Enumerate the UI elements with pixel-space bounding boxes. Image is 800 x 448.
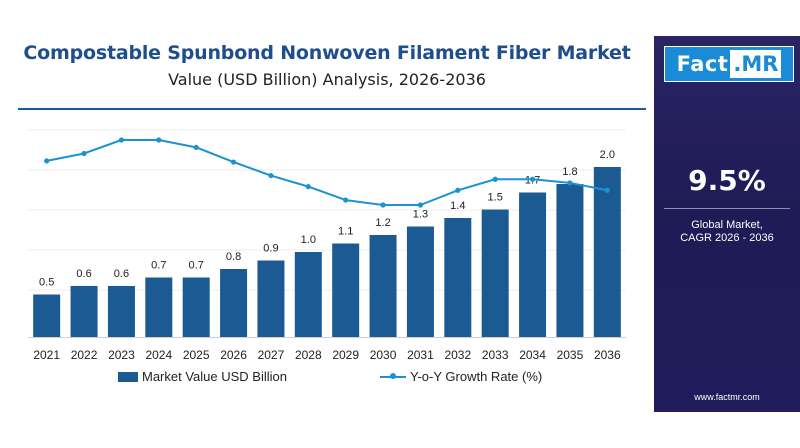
bar [369,235,397,337]
cagr-label: Global Market, CAGR 2026 - 2036 [654,219,800,245]
bar [444,218,472,337]
bar [70,286,98,337]
growth-rate-point [529,176,536,182]
growth-rate-point [343,197,349,203]
growth-rate-point [118,137,125,143]
legend-line-swatch [380,372,406,382]
growth-rate-point [492,176,498,182]
bar [182,277,210,337]
growth-rate-point [305,184,311,190]
growth-rate-point [156,137,162,143]
x-tick-label: 2022 [71,348,98,362]
growth-rate-point [417,202,424,208]
x-tick-label: 2025 [183,348,210,362]
kpi-divider [664,208,790,209]
bar-value-label: 1.8 [562,166,577,178]
x-tick-label: 2029 [332,348,359,362]
bar-value-label: 0.5 [39,277,54,289]
x-tick-label: 2030 [370,348,397,362]
growth-rate-point [230,159,237,165]
growth-rate-point [81,150,87,157]
bar [406,226,434,337]
bar-value-label: 0.7 [189,260,204,272]
legend-item-market-value: Market Value USD Billion [118,369,287,384]
x-tick-label: 2024 [145,348,172,362]
chart-title: Compostable Spunbond Nonwoven Filament F… [23,42,631,64]
bar-value-label: 0.7 [151,260,166,272]
growth-rate-line [46,139,608,206]
bar-value-label: 2.0 [600,149,615,161]
x-tick-label: 2023 [108,348,135,362]
bar [519,192,547,337]
bar-value-label: 1.4 [450,200,465,212]
growth-rate-point [193,144,199,150]
chart-plot: 0.5 2021 0.6 2022 0.6 2023 0.7 2024 0.7 2025 0.8 20… [28,129,626,362]
logo-text-mr: .MR [730,50,782,78]
bar [593,167,621,337]
growth-rate-point [567,180,573,186]
bar-value-label: 0.9 [263,243,278,255]
x-tick-label: 2021 [33,348,60,362]
cagr-label-line2: CAGR 2026 - 2036 [680,232,774,244]
bar [220,269,248,337]
bar-value-label: 1.5 [488,192,503,204]
growth-rate-point [44,158,50,164]
x-tick-label: 2028 [295,348,322,362]
side-panel: Fact .MR 9.5% Global Market, CAGR 2026 -… [654,36,800,412]
factmr-logo: Fact .MR [664,46,794,82]
cagr-value: 9.5% [688,164,766,197]
bar-value-label: 1.1 [338,226,353,238]
cagr-label-line1: Global Market, [691,219,763,231]
bar [145,277,173,337]
bar-value-label: 1.3 [413,209,428,221]
title-divider [18,108,646,110]
chart-subtitle: Value (USD Billion) Analysis, 2026-2036 [168,70,486,89]
website-url: www.factmr.com [694,392,760,402]
x-tick-label: 2032 [444,348,471,362]
bar-value-label: 0.6 [114,268,129,280]
x-tick-label: 2034 [519,348,546,362]
bar [257,260,285,337]
bar [481,209,509,337]
growth-rate-point [380,202,386,208]
bar [107,286,135,337]
legend-label-market-value: Market Value USD Billion [142,369,287,384]
legend-item-growth-rate: Y-o-Y Growth Rate (%) [380,369,542,384]
legend-label-growth-rate: Y-o-Y Growth Rate (%) [410,369,543,384]
logo-text-fact: Fact [676,52,729,76]
x-tick-label: 2035 [557,348,584,362]
bar [556,184,584,337]
bar-value-label: 0.8 [226,251,241,263]
growth-rate-point [268,172,274,179]
bar [33,294,61,337]
x-tick-label: 2036 [594,348,621,362]
growth-rate-point [455,187,461,193]
bar-value-label: 1.2 [375,217,390,229]
legend-bar-swatch [118,371,138,382]
bar-value-label: 1.0 [301,234,316,246]
x-tick-label: 2031 [407,348,434,362]
bar [294,252,322,337]
bar [332,243,360,337]
bar-value-label: 0.6 [76,268,91,280]
x-tick-label: 2033 [482,348,509,362]
x-tick-label: 2026 [220,348,247,362]
growth-rate-point [604,187,610,193]
x-tick-label: 2027 [258,348,285,362]
